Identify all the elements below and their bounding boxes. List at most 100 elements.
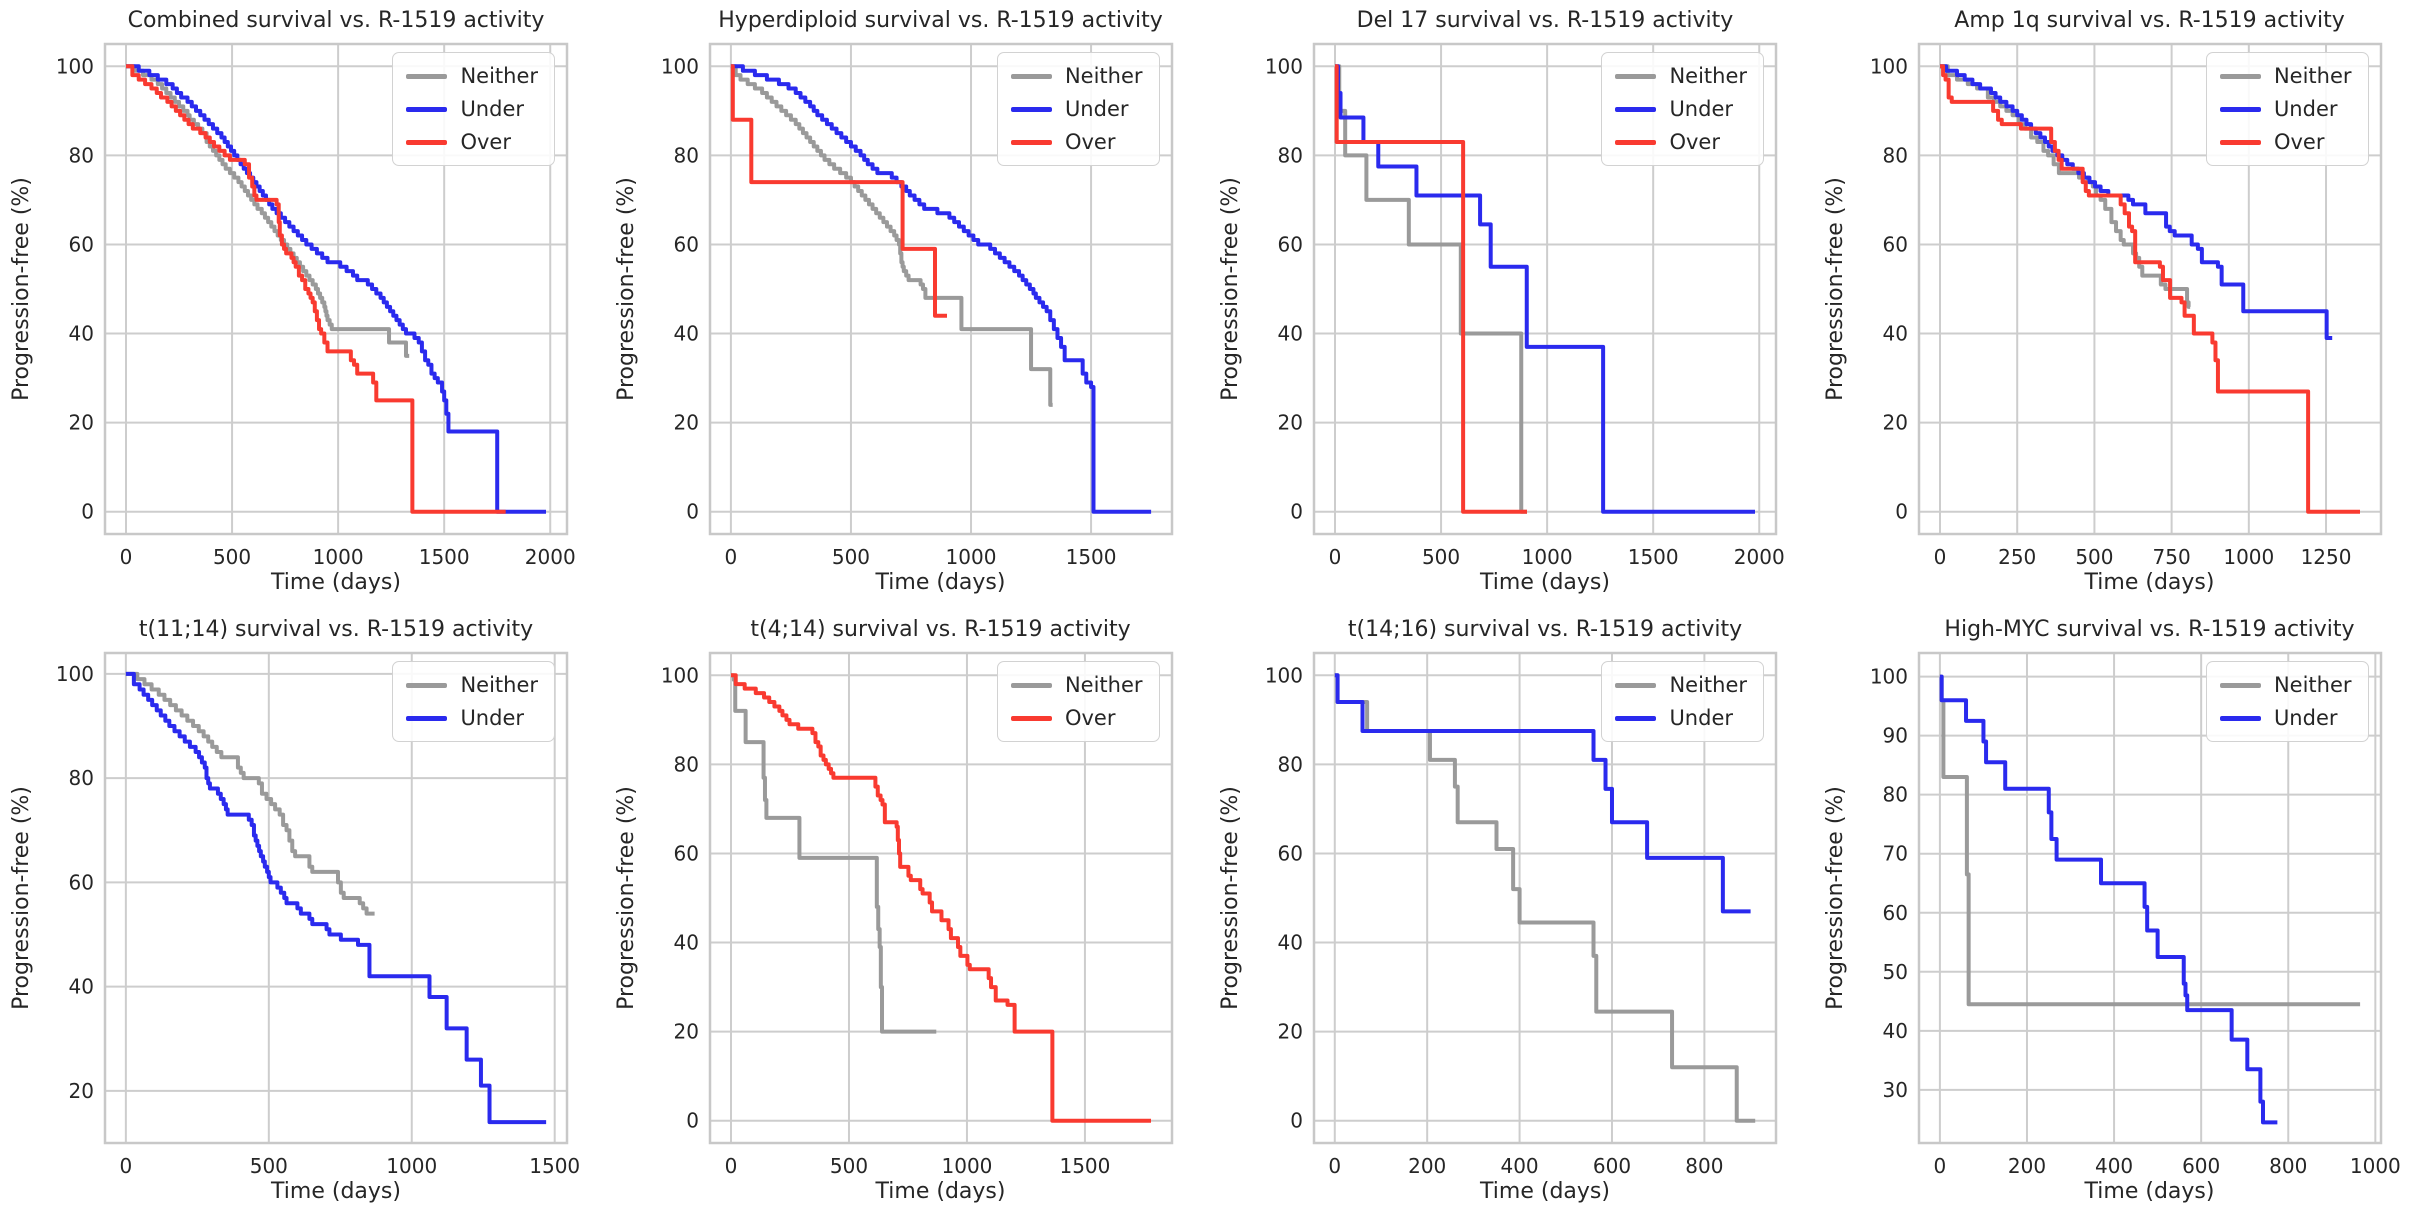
legend-swatch-under	[1010, 106, 1052, 112]
subplot-combined: Combined survival vs. R-1519 activity Pr…	[0, 0, 604, 609]
y-tick-label: 40	[673, 322, 698, 346]
legend-entry-neither: Neither	[2219, 672, 2352, 698]
y-tick-label: 70	[1882, 842, 1907, 866]
legend-swatch-neither	[2219, 682, 2261, 688]
y-tick-label: 100	[1869, 54, 1907, 78]
x-tick-label: 500	[831, 545, 869, 569]
legend-swatch-neither	[2219, 73, 2261, 79]
y-tick-label: 60	[1882, 901, 1907, 925]
y-tick-label: 80	[69, 143, 94, 167]
x-tick-label: 1500	[1065, 545, 1116, 569]
legend: Neither Under	[392, 661, 555, 742]
x-tick-label: 250	[1998, 545, 2036, 569]
x-tick-label: 400	[2094, 1154, 2132, 1178]
series-under-line	[1334, 673, 1751, 914]
y-tick-label: 40	[69, 975, 94, 999]
legend: Neither Under Over	[2205, 52, 2369, 166]
series-over-line	[730, 673, 1151, 1123]
axes-border	[103, 42, 569, 536]
legend-entry-neither: Neither	[1010, 63, 1143, 89]
legend-entry-under: Under	[1615, 96, 1747, 122]
y-tick-label: 100	[660, 663, 698, 687]
legend-swatch-neither	[1010, 682, 1052, 688]
y-tick-label: 0	[1895, 500, 1908, 524]
legend-entry-under: Under	[406, 705, 538, 731]
subplot-t11-14: t(11;14) survival vs. R-1519 activity Pr…	[0, 609, 604, 1218]
legend-swatch-over	[406, 139, 448, 145]
legend-label: Neither	[1669, 673, 1747, 697]
y-tick-label: 40	[1882, 1019, 1907, 1043]
x-tick-label: 750	[2152, 545, 2190, 569]
chart-title: Combined survival vs. R-1519 activity	[127, 8, 545, 33]
x-tick-label: 0	[1328, 1154, 1341, 1178]
series-neither-line	[1334, 673, 1756, 1123]
axes-border	[1917, 651, 2382, 1145]
x-tick-label: 2000	[1734, 545, 1785, 569]
x-tick-label: 1000	[945, 545, 996, 569]
legend-entry-neither: Neither	[1010, 672, 1143, 698]
legend-entry-under: Under	[406, 96, 538, 122]
y-tick-label: 20	[1882, 411, 1907, 435]
legend-swatch-over	[1010, 715, 1052, 721]
x-tick-label: 1000	[386, 1154, 437, 1178]
legend-label: Neither	[2273, 673, 2352, 697]
legend-swatch-neither	[1615, 682, 1657, 688]
x-tick-label: 0	[120, 545, 133, 569]
y-tick-label: 40	[69, 322, 94, 346]
x-axis-label: Time (days)	[1480, 1179, 1610, 1204]
series-neither-line	[126, 64, 410, 358]
legend-label: Over	[1669, 130, 1720, 154]
x-tick-label: 1000	[2223, 545, 2274, 569]
legend: Neither Under Over	[996, 52, 1160, 166]
x-tick-label: 0	[724, 1154, 737, 1178]
legend-entry-neither: Neither	[2219, 63, 2352, 89]
axes-border	[708, 42, 1173, 536]
x-axis-label: Time (days)	[875, 570, 1006, 595]
y-tick-label: 0	[81, 500, 94, 524]
series-neither-line	[125, 671, 375, 916]
legend-label: Under	[2273, 97, 2338, 121]
legend-label: Under	[1064, 97, 1129, 121]
subplot-hyperdiploid: Hyperdiploid survival vs. R-1519 activit…	[605, 0, 1209, 609]
x-axis-label: Time (days)	[1480, 570, 1610, 595]
legend-entry-neither: Neither	[1615, 63, 1747, 89]
y-tick-label: 0	[1290, 500, 1303, 524]
series-over-line	[1939, 64, 2360, 514]
x-tick-label: 1000	[1522, 545, 1573, 569]
legend-label: Neither	[1064, 64, 1143, 88]
series-over-line	[126, 64, 506, 514]
y-tick-label: 20	[69, 1079, 94, 1103]
x-axis-label: Time (days)	[2084, 570, 2215, 595]
legend-entry-under: Under	[2219, 705, 2352, 731]
legend-swatch-over	[1010, 139, 1052, 145]
legend-entry-under: Under	[2219, 96, 2352, 122]
y-tick-label: 60	[69, 232, 94, 256]
chart-title: High-MYC survival vs. R-1519 activity	[1944, 617, 2355, 642]
legend-entry-over: Over	[2219, 129, 2352, 155]
y-tick-label: 20	[1278, 411, 1303, 435]
y-tick-label: 20	[69, 411, 94, 435]
y-tick-label: 80	[69, 766, 94, 790]
chart-title: t(14;16) survival vs. R-1519 activity	[1347, 617, 1743, 642]
series-under-line	[1939, 674, 2277, 1125]
x-tick-label: 500	[213, 545, 251, 569]
y-tick-label: 30	[1882, 1078, 1907, 1102]
y-tick-label: 0	[686, 1109, 699, 1133]
legend-entry-neither: Neither	[1615, 672, 1747, 698]
x-tick-label: 1500	[1059, 1154, 1110, 1178]
x-tick-label: 2000	[525, 545, 576, 569]
axes-border	[1917, 42, 2382, 536]
series-over-line	[730, 64, 947, 318]
legend-label: Neither	[460, 673, 538, 697]
x-tick-label: 0	[724, 545, 737, 569]
y-tick-label: 80	[1882, 783, 1907, 807]
axes-border	[1312, 651, 1778, 1145]
y-tick-label: 80	[673, 143, 698, 167]
x-tick-label: 500	[2075, 545, 2113, 569]
series-under-line	[125, 671, 547, 1125]
legend-swatch-under	[2219, 715, 2261, 721]
y-tick-label: 100	[1265, 54, 1303, 78]
legend-entry-under: Under	[1010, 96, 1143, 122]
series-neither-line	[1335, 64, 1527, 514]
legend: Neither Under	[2205, 661, 2369, 742]
